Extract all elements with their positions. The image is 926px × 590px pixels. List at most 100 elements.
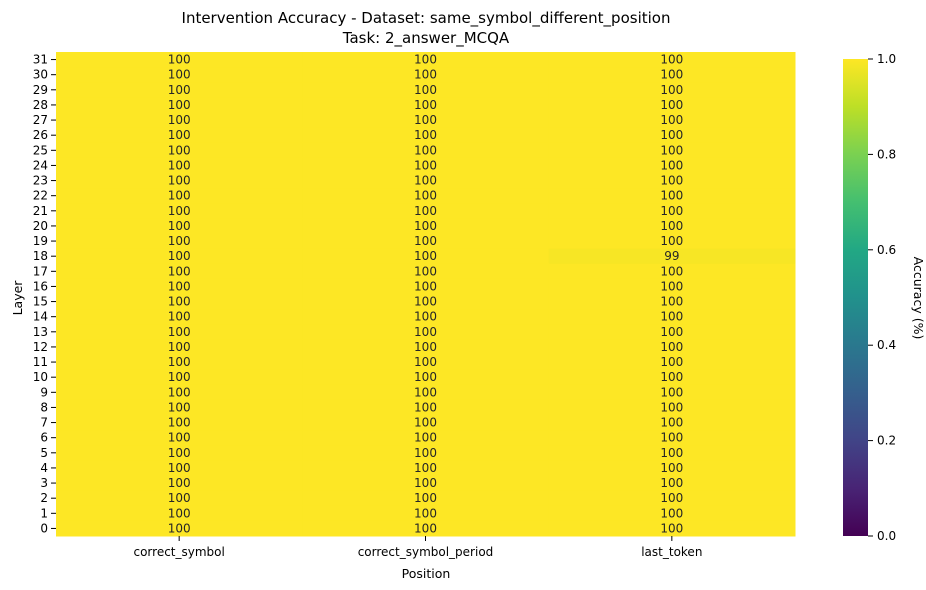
cell-value-label: 100 <box>660 416 683 430</box>
cell-value-label: 100 <box>168 385 191 399</box>
heatmap-cell <box>56 67 303 83</box>
heatmap-cell <box>548 369 796 386</box>
heatmap-cell <box>548 157 796 174</box>
heatmap-cell <box>548 97 796 113</box>
cell-value-label: 100 <box>414 400 437 414</box>
cell-value-label: 100 <box>168 310 191 324</box>
heatmap-cell <box>56 278 303 295</box>
heatmap-cell <box>56 294 303 310</box>
cell-value-label: 100 <box>414 219 437 233</box>
heatmap-cell <box>302 430 550 446</box>
heatmap-cell <box>56 97 303 113</box>
y-tick-label: 25 <box>33 143 48 157</box>
heatmap-cell <box>56 445 303 461</box>
cell-value-label: 100 <box>414 370 437 384</box>
y-tick-label: 12 <box>33 340 48 354</box>
y-tick-label: 3 <box>40 476 48 490</box>
heatmap-cell <box>548 173 796 189</box>
cell-value-label: 100 <box>414 385 437 399</box>
y-axis-label: Layer <box>10 280 25 316</box>
heatmap-cell <box>548 52 796 68</box>
cell-value-label: 100 <box>168 68 191 82</box>
heatmap-cell <box>548 490 796 507</box>
heatmap-cell <box>302 490 550 507</box>
heatmap-cell <box>548 67 796 83</box>
cell-value-label: 100 <box>414 158 437 172</box>
cell-value-label: 100 <box>660 446 683 460</box>
heatmap-cell <box>548 339 796 355</box>
heatmap-cell <box>302 294 550 310</box>
colorbar-tick-label: 0.8 <box>877 147 896 161</box>
y-tick-label: 21 <box>33 204 48 218</box>
heatmap-cell <box>56 520 303 537</box>
cell-value-label: 100 <box>168 295 191 309</box>
heatmap-cell <box>302 67 550 83</box>
colorbar-tick-label: 0.2 <box>877 434 896 448</box>
cell-value-label: 100 <box>168 355 191 369</box>
heatmap-cell <box>302 339 550 355</box>
heatmap-cell <box>302 415 550 431</box>
cell-value-label: 100 <box>168 83 191 97</box>
heatmap-cell <box>548 127 796 144</box>
cell-value-label: 100 <box>414 113 437 127</box>
heatmap-cell <box>302 97 550 113</box>
cell-value-label: 100 <box>660 174 683 188</box>
cell-value-label: 100 <box>660 113 683 127</box>
heatmap-cell <box>56 399 303 416</box>
cell-value-label: 100 <box>414 446 437 460</box>
heatmap-cell <box>548 142 796 159</box>
cell-value-label: 100 <box>168 158 191 172</box>
y-tick-label: 11 <box>33 355 48 369</box>
cell-value-label: 100 <box>414 143 437 157</box>
cell-value-label: 100 <box>660 83 683 97</box>
heatmap-cell <box>302 278 550 295</box>
cell-value-label: 100 <box>660 68 683 82</box>
heatmap-cell <box>56 112 303 129</box>
colorbar-tick-label: 0.6 <box>877 243 896 257</box>
heatmap-cell <box>302 263 550 280</box>
cell-value-label: 100 <box>660 143 683 157</box>
cell-value-label: 100 <box>168 340 191 354</box>
cell-value-label: 100 <box>414 506 437 520</box>
y-tick-label: 23 <box>33 174 48 188</box>
y-tick-label: 8 <box>40 400 48 414</box>
heatmap-cell <box>302 354 550 371</box>
cell-value-label: 100 <box>660 98 683 112</box>
y-tick-label: 22 <box>33 189 48 203</box>
heatmap-cell <box>56 354 303 371</box>
heatmap-cell <box>548 445 796 461</box>
cell-value-label: 100 <box>168 325 191 339</box>
heatmap-cell <box>302 173 550 189</box>
colorbar-label: Accuracy (%) <box>911 257 926 340</box>
heatmap-cell <box>56 369 303 386</box>
cell-value-label: 100 <box>168 461 191 475</box>
heatmap-cell <box>302 127 550 144</box>
heatmap-cell <box>56 263 303 280</box>
cell-value-label: 100 <box>660 521 683 535</box>
heatmap-cell <box>548 203 796 219</box>
cell-value-label: 100 <box>660 491 683 505</box>
cell-value-label: 100 <box>414 476 437 490</box>
colorbar-tick-label: 0.0 <box>877 529 896 543</box>
y-tick-label: 31 <box>33 53 48 67</box>
cell-value-label: 100 <box>414 249 437 263</box>
heatmap-cell <box>56 203 303 219</box>
cell-value-label: 100 <box>660 370 683 384</box>
cell-value-label: 100 <box>168 521 191 535</box>
heatmap-cell <box>302 520 550 537</box>
heatmap-cell <box>548 233 796 250</box>
cell-value-label: 100 <box>414 295 437 309</box>
cell-value-label: 100 <box>168 219 191 233</box>
cell-value-label: 100 <box>660 53 683 67</box>
colorbar-tick-label: 0.4 <box>877 338 896 352</box>
y-tick-label: 15 <box>33 295 48 309</box>
heatmap-cell <box>302 157 550 174</box>
cell-value-label: 100 <box>414 128 437 142</box>
cell-value-label: 100 <box>660 461 683 475</box>
y-tick-label: 4 <box>40 461 48 475</box>
cell-value-label: 100 <box>414 189 437 203</box>
heatmap-cell <box>548 430 796 446</box>
colorbar-ticks: 0.0 0.2 0.4 0.6 0.8 1.0 <box>868 52 896 543</box>
cell-value-label: 100 <box>414 431 437 445</box>
cell-value-label: 100 <box>414 53 437 67</box>
